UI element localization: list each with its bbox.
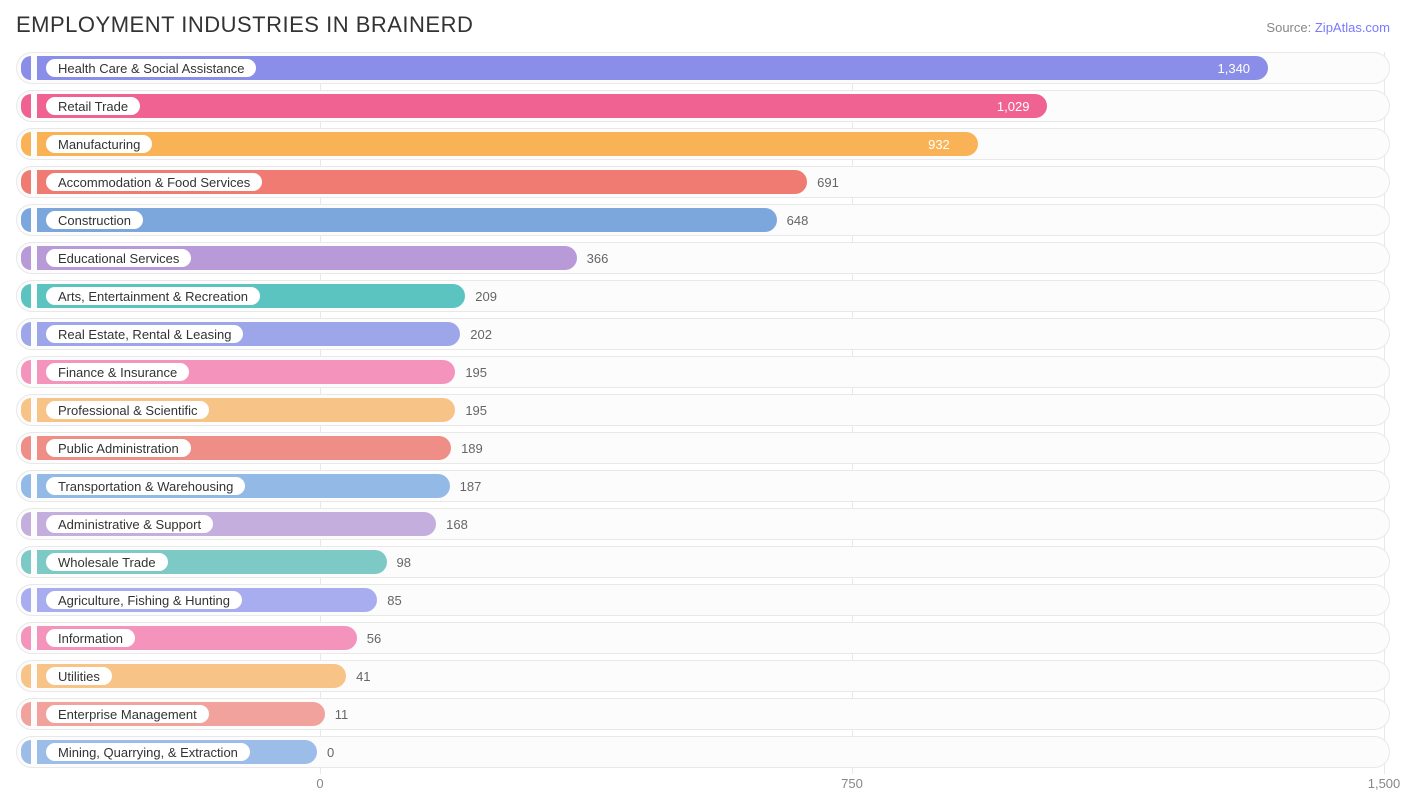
bar-row: Utilities 41: [16, 660, 1390, 692]
bar-cap: [21, 208, 31, 232]
bar-cap: [21, 436, 31, 460]
bar-cap: [21, 474, 31, 498]
bar-value: 41: [356, 661, 370, 691]
bar-row: Public Administration 189: [16, 432, 1390, 464]
bar-label-pill: Transportation & Warehousing: [45, 476, 246, 496]
bar-row: Educational Services 366: [16, 242, 1390, 274]
bar-cap: [21, 284, 31, 308]
bar-value: 85: [387, 585, 401, 615]
bar-value: 0: [327, 737, 334, 767]
x-axis: 07501,500: [16, 774, 1390, 794]
bar-value: 1,029: [997, 91, 1030, 121]
source-link[interactable]: ZipAtlas.com: [1315, 20, 1390, 35]
bar-cap: [21, 398, 31, 422]
bar-cap: [21, 322, 31, 346]
source-label: Source:: [1266, 20, 1311, 35]
bar-row: Wholesale Trade 98: [16, 546, 1390, 578]
bar-row: Administrative & Support 168: [16, 508, 1390, 540]
bar-cap: [21, 94, 31, 118]
bar-cap: [21, 664, 31, 688]
bar-label-pill: Information: [45, 628, 136, 648]
bar-cap: [21, 740, 31, 764]
bar-cap: [21, 56, 31, 80]
bar-row: Arts, Entertainment & Recreation 209: [16, 280, 1390, 312]
bar-row: Information 56: [16, 622, 1390, 654]
bar-row: Manufacturing 932: [16, 128, 1390, 160]
bar-row: Finance & Insurance 195: [16, 356, 1390, 388]
bar-row: Construction 648: [16, 204, 1390, 236]
bar-cap: [21, 588, 31, 612]
bar-row: Retail Trade 1,029: [16, 90, 1390, 122]
bar-value: 691: [817, 167, 839, 197]
bar-label-pill: Mining, Quarrying, & Extraction: [45, 742, 251, 762]
chart-source: Source: ZipAtlas.com: [1266, 20, 1390, 35]
bar-label-pill: Educational Services: [45, 248, 192, 268]
bar-row: Mining, Quarrying, & Extraction 0: [16, 736, 1390, 768]
bar-row: Real Estate, Rental & Leasing 202: [16, 318, 1390, 350]
bar: [21, 94, 1047, 118]
bar-cap: [21, 170, 31, 194]
tick-label: 0: [316, 776, 323, 791]
bar-value: 202: [470, 319, 492, 349]
bar-cap: [21, 702, 31, 726]
bar-cap: [21, 626, 31, 650]
bar-label-pill: Professional & Scientific: [45, 400, 210, 420]
bar-label-pill: Manufacturing: [45, 134, 153, 154]
bar-value: 195: [465, 357, 487, 387]
bar-value: 11: [335, 699, 349, 729]
bar-row: Agriculture, Fishing & Hunting 85: [16, 584, 1390, 616]
bar-label-pill: Construction: [45, 210, 144, 230]
bar-value: 189: [461, 433, 483, 463]
bar-row: Transportation & Warehousing 187: [16, 470, 1390, 502]
bar-label-pill: Real Estate, Rental & Leasing: [45, 324, 244, 344]
bar-fill: [37, 132, 978, 156]
bar-value: 195: [465, 395, 487, 425]
bar-cap: [21, 360, 31, 384]
bar-label-pill: Arts, Entertainment & Recreation: [45, 286, 261, 306]
bar-row: Professional & Scientific 195: [16, 394, 1390, 426]
chart-title: EMPLOYMENT INDUSTRIES IN BRAINERD: [16, 12, 473, 38]
bar-value: 98: [397, 547, 411, 577]
bar-cap: [21, 550, 31, 574]
bar-row: Accommodation & Food Services 691: [16, 166, 1390, 198]
bar-chart: Health Care & Social Assistance 1,340 Reta…: [16, 52, 1390, 794]
bar-value: 1,340: [1218, 53, 1251, 83]
bar-label-pill: Wholesale Trade: [45, 552, 169, 572]
bar-label-pill: Accommodation & Food Services: [45, 172, 263, 192]
chart-header: EMPLOYMENT INDUSTRIES IN BRAINERD Source…: [16, 12, 1390, 38]
tick-label: 1,500: [1368, 776, 1401, 791]
bar-fill: [37, 94, 1047, 118]
bar-label-pill: Retail Trade: [45, 96, 141, 116]
bar-label-pill: Finance & Insurance: [45, 362, 190, 382]
bar-value: 56: [367, 623, 381, 653]
bar-cap: [21, 246, 31, 270]
bar-value: 366: [587, 243, 609, 273]
bar-label-pill: Agriculture, Fishing & Hunting: [45, 590, 243, 610]
bar-row: Enterprise Management 11: [16, 698, 1390, 730]
bar-value: 168: [446, 509, 468, 539]
bar-value: 187: [460, 471, 482, 501]
bar-cap: [21, 132, 31, 156]
bar-label-pill: Health Care & Social Assistance: [45, 58, 257, 78]
bar-label-pill: Utilities: [45, 666, 113, 686]
bar-label-pill: Enterprise Management: [45, 704, 210, 724]
bar-value: 648: [787, 205, 809, 235]
bar-fill: [37, 208, 777, 232]
bar-label-pill: Administrative & Support: [45, 514, 214, 534]
bar-cap: [21, 512, 31, 536]
bar-value: 932: [928, 129, 950, 159]
bar-label-pill: Public Administration: [45, 438, 192, 458]
bar: [21, 132, 978, 156]
bar-row: Health Care & Social Assistance 1,340: [16, 52, 1390, 84]
bar-value: 209: [475, 281, 497, 311]
tick-label: 750: [841, 776, 863, 791]
